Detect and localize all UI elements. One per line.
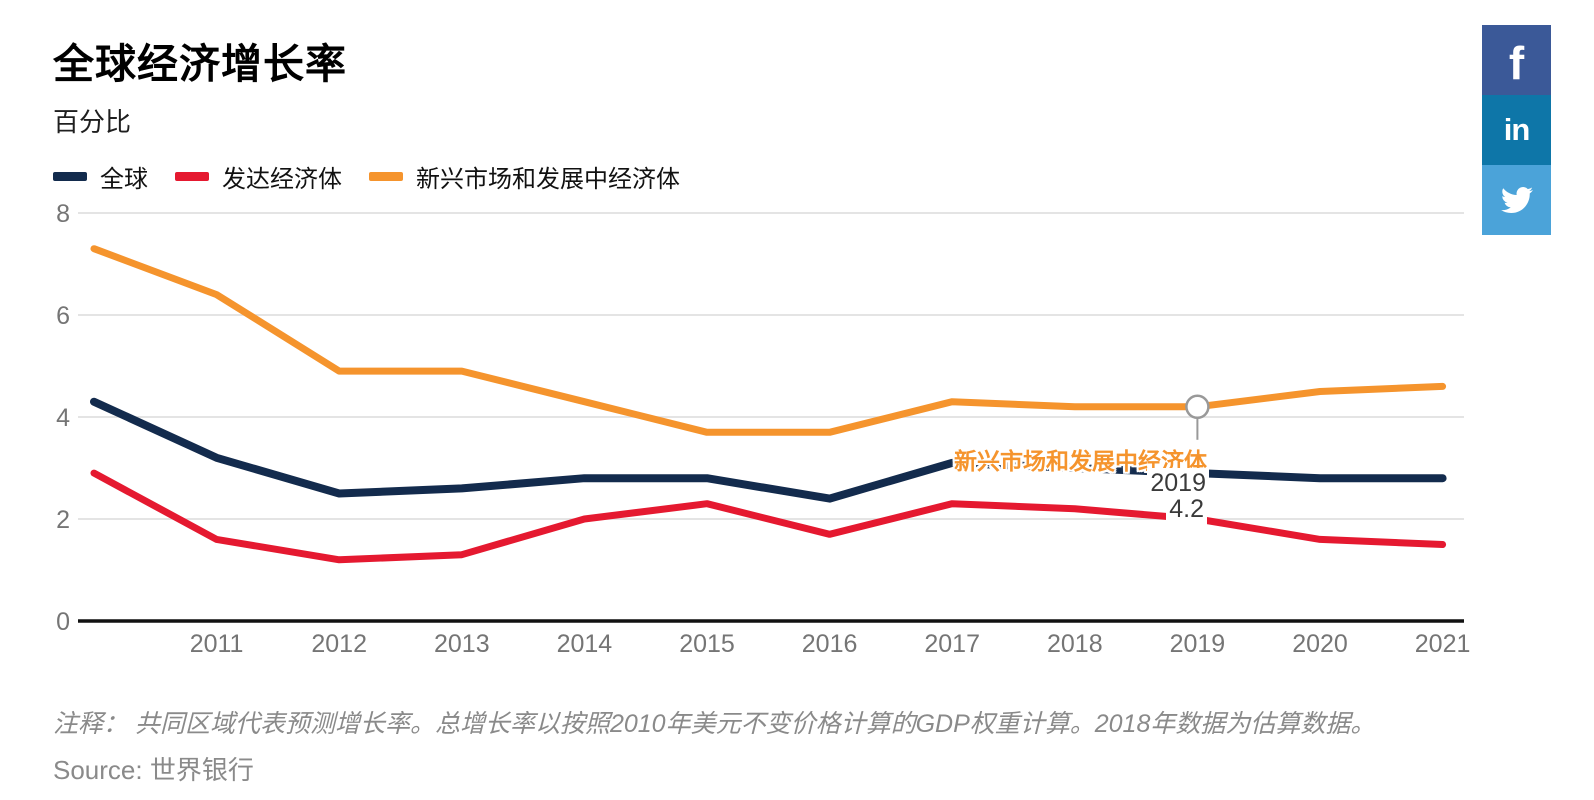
legend-item-advanced-economies: 发达经济体 xyxy=(175,159,342,194)
svg-text:4: 4 xyxy=(56,404,70,432)
legend-label-global: 全球 xyxy=(100,165,148,193)
legend-label-emerging-markets: 新兴市场和发展中经济体 xyxy=(416,165,680,193)
svg-text:2020: 2020 xyxy=(1292,630,1348,658)
legend-swatch-advanced-economies xyxy=(175,171,209,181)
facebook-share-button[interactable]: f xyxy=(1482,25,1551,95)
svg-text:2012: 2012 xyxy=(311,630,367,658)
y-axis-unit-label: 百分比 xyxy=(53,107,132,137)
chart-source: Source: 世界银行 xyxy=(53,755,254,785)
svg-text:2016: 2016 xyxy=(802,630,858,658)
svg-text:6: 6 xyxy=(56,302,70,330)
svg-text:2013: 2013 xyxy=(434,630,490,658)
twitter-share-button[interactable] xyxy=(1482,165,1551,235)
svg-text:2: 2 xyxy=(56,506,70,534)
svg-text:0: 0 xyxy=(56,608,70,636)
legend-swatch-global xyxy=(53,171,87,181)
social-share-bar: f in xyxy=(1482,25,1551,235)
legend-label-advanced-economies: 发达经济体 xyxy=(222,165,342,193)
svg-text:2018: 2018 xyxy=(1047,630,1103,658)
legend-item-global: 全球 xyxy=(53,159,148,194)
svg-text:2021: 2021 xyxy=(1415,630,1471,658)
svg-text:2019: 2019 xyxy=(1170,630,1226,658)
svg-text:2014: 2014 xyxy=(557,630,613,658)
svg-text:2017: 2017 xyxy=(924,630,980,658)
page-title: 全球经济增长率 xyxy=(53,41,347,87)
svg-text:2011: 2011 xyxy=(190,630,244,658)
chart-legend: 全球 发达经济体 新兴市场和发展中经济体 xyxy=(53,162,680,193)
legend-swatch-emerging-markets xyxy=(369,171,403,181)
twitter-icon xyxy=(1498,184,1536,216)
chart-note: 注释： 共同区域代表预测增长率。总增长率以按照2010年美元不变价格计算的GDP… xyxy=(53,710,1376,738)
svg-text:2015: 2015 xyxy=(679,630,735,658)
linkedin-share-button[interactable]: in xyxy=(1482,95,1551,165)
facebook-icon: f xyxy=(1508,37,1525,89)
svg-text:8: 8 xyxy=(56,200,70,228)
legend-item-emerging-markets: 新兴市场和发展中经济体 xyxy=(369,159,680,194)
linkedin-icon: in xyxy=(1503,112,1531,147)
